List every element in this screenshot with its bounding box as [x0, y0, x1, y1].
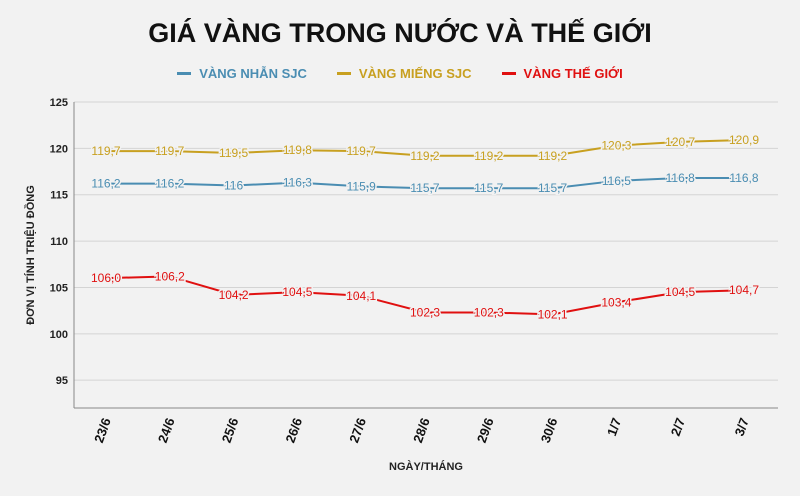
- chart-title: GIÁ VÀNG TRONG NƯỚC VÀ THẾ GIỚI: [148, 18, 652, 48]
- data-label-mieng-sjc: 120,3: [601, 139, 631, 153]
- data-point-the-gioi: [104, 276, 108, 280]
- data-label-nhan-sjc: 116: [224, 178, 243, 192]
- legend: VÀNG NHẪN SJC VÀNG MIẾNG SJC VÀNG THẾ GI…: [0, 66, 800, 81]
- x-tick-label: 3/7: [732, 416, 752, 438]
- legend-label-nhan-sjc: VÀNG NHẪN SJC: [199, 66, 307, 81]
- data-point-nhan-sjc: [614, 179, 618, 183]
- x-axis-title: NGÀY/THÁNG: [389, 460, 463, 473]
- data-label-mieng-sjc: 119,2: [410, 149, 439, 163]
- data-label-nhan-sjc: 115,7: [474, 181, 503, 195]
- data-point-mieng-sjc: [359, 149, 363, 153]
- data-point-mieng-sjc: [104, 149, 108, 153]
- data-point-the-gioi: [551, 312, 555, 316]
- y-tick-label: 95: [56, 375, 68, 387]
- legend-swatch-mieng-sjc: [336, 72, 351, 75]
- data-point-mieng-sjc: [295, 148, 299, 152]
- data-label-mieng-sjc: 119,7: [347, 144, 376, 158]
- x-tick-label: 25/6: [219, 416, 242, 445]
- legend-item-mieng-sjc: VÀNG MIẾNG SJC: [336, 66, 472, 81]
- data-point-nhan-sjc: [104, 182, 108, 186]
- data-point-the-gioi: [742, 288, 746, 292]
- data-label-mieng-sjc: 119,2: [474, 149, 503, 163]
- data-label-the-gioi: 104,5: [665, 285, 695, 299]
- data-point-mieng-sjc: [614, 144, 618, 148]
- data-point-nhan-sjc: [232, 183, 236, 187]
- data-point-the-gioi: [423, 310, 427, 314]
- data-point-nhan-sjc: [678, 176, 682, 180]
- legend-swatch-the-gioi: [501, 72, 516, 75]
- x-tick-label: 28/6: [410, 416, 433, 445]
- data-point-nhan-sjc: [487, 186, 491, 190]
- data-point-mieng-sjc: [742, 138, 746, 142]
- x-tick-label: 2/7: [668, 416, 688, 438]
- data-label-nhan-sjc: 116,8: [666, 171, 695, 185]
- data-point-the-gioi: [614, 300, 618, 304]
- data-label-the-gioi: 104,2: [219, 288, 249, 302]
- data-point-nhan-sjc: [742, 176, 746, 180]
- data-label-the-gioi: 106,0: [91, 271, 121, 285]
- data-label-mieng-sjc: 119,7: [91, 144, 120, 158]
- data-point-the-gioi: [678, 290, 682, 294]
- data-label-the-gioi: 102,3: [474, 305, 504, 319]
- data-label-mieng-sjc: 119,8: [283, 143, 312, 157]
- y-tick-label: 105: [50, 282, 68, 294]
- data-point-the-gioi: [359, 294, 363, 298]
- data-point-nhan-sjc: [359, 184, 363, 188]
- y-tick-label: 110: [50, 236, 68, 248]
- data-label-the-gioi: 104,1: [346, 289, 376, 303]
- data-point-mieng-sjc: [423, 154, 427, 158]
- data-point-mieng-sjc: [487, 154, 491, 158]
- x-tick-label: 30/6: [538, 416, 561, 445]
- y-tick-label: 115: [50, 190, 68, 202]
- data-label-the-gioi: 104,5: [282, 285, 312, 299]
- legend-swatch-nhan-sjc: [177, 72, 192, 75]
- data-label-nhan-sjc: 116,3: [283, 176, 312, 190]
- data-label-mieng-sjc: 119,5: [219, 146, 248, 160]
- data-label-the-gioi: 102,3: [410, 305, 440, 319]
- data-label-the-gioi: 102,1: [538, 307, 568, 321]
- y-axis-title: ĐƠN VỊ TÍNH TRIỆU ĐỒNG: [24, 185, 37, 325]
- data-label-the-gioi: 104,7: [729, 283, 759, 297]
- data-label-mieng-sjc: 119,2: [538, 149, 567, 163]
- x-tick-label: 26/6: [282, 416, 305, 445]
- data-label-nhan-sjc: 116,8: [729, 171, 758, 185]
- data-point-mieng-sjc: [168, 149, 172, 153]
- x-tick-label: 27/6: [346, 416, 369, 445]
- x-tick-label: 24/6: [155, 416, 178, 445]
- data-label-nhan-sjc: 115,9: [347, 179, 376, 193]
- data-point-mieng-sjc: [551, 154, 555, 158]
- data-point-nhan-sjc: [551, 186, 555, 190]
- legend-item-the-gioi: VÀNG THẾ GIỚI: [501, 66, 623, 81]
- data-label-mieng-sjc: 119,7: [155, 144, 184, 158]
- data-point-the-gioi: [168, 274, 172, 278]
- data-label-nhan-sjc: 115,7: [538, 181, 567, 195]
- data-label-nhan-sjc: 115,7: [410, 181, 439, 195]
- y-tick-label: 120: [50, 143, 68, 155]
- data-label-nhan-sjc: 116,5: [602, 174, 631, 188]
- legend-item-nhan-sjc: VÀNG NHẪN SJC: [177, 66, 307, 81]
- data-label-mieng-sjc: 120,7: [665, 135, 695, 149]
- data-point-mieng-sjc: [232, 151, 236, 155]
- x-tick-label: 23/6: [91, 416, 114, 445]
- data-point-the-gioi: [487, 310, 491, 314]
- data-point-the-gioi: [295, 290, 299, 294]
- x-tick-label: 29/6: [474, 416, 497, 445]
- data-label-nhan-sjc: 116,2: [91, 177, 120, 191]
- data-point-mieng-sjc: [678, 140, 682, 144]
- data-label-the-gioi: 106,2: [155, 269, 185, 283]
- x-tick-label: 1/7: [604, 416, 624, 438]
- data-point-nhan-sjc: [423, 186, 427, 190]
- legend-label-mieng-sjc: VÀNG MIẾNG SJC: [358, 66, 472, 81]
- data-point-nhan-sjc: [168, 182, 172, 186]
- data-point-the-gioi: [232, 293, 236, 297]
- data-label-nhan-sjc: 116,2: [155, 177, 184, 191]
- data-label-mieng-sjc: 120,9: [729, 133, 759, 147]
- y-tick-label: 100: [50, 329, 68, 341]
- data-label-the-gioi: 103,4: [601, 295, 631, 309]
- legend-label-the-gioi: VÀNG THẾ GIỚI: [523, 66, 623, 81]
- y-tick-label: 125: [50, 97, 68, 109]
- data-point-nhan-sjc: [295, 181, 299, 185]
